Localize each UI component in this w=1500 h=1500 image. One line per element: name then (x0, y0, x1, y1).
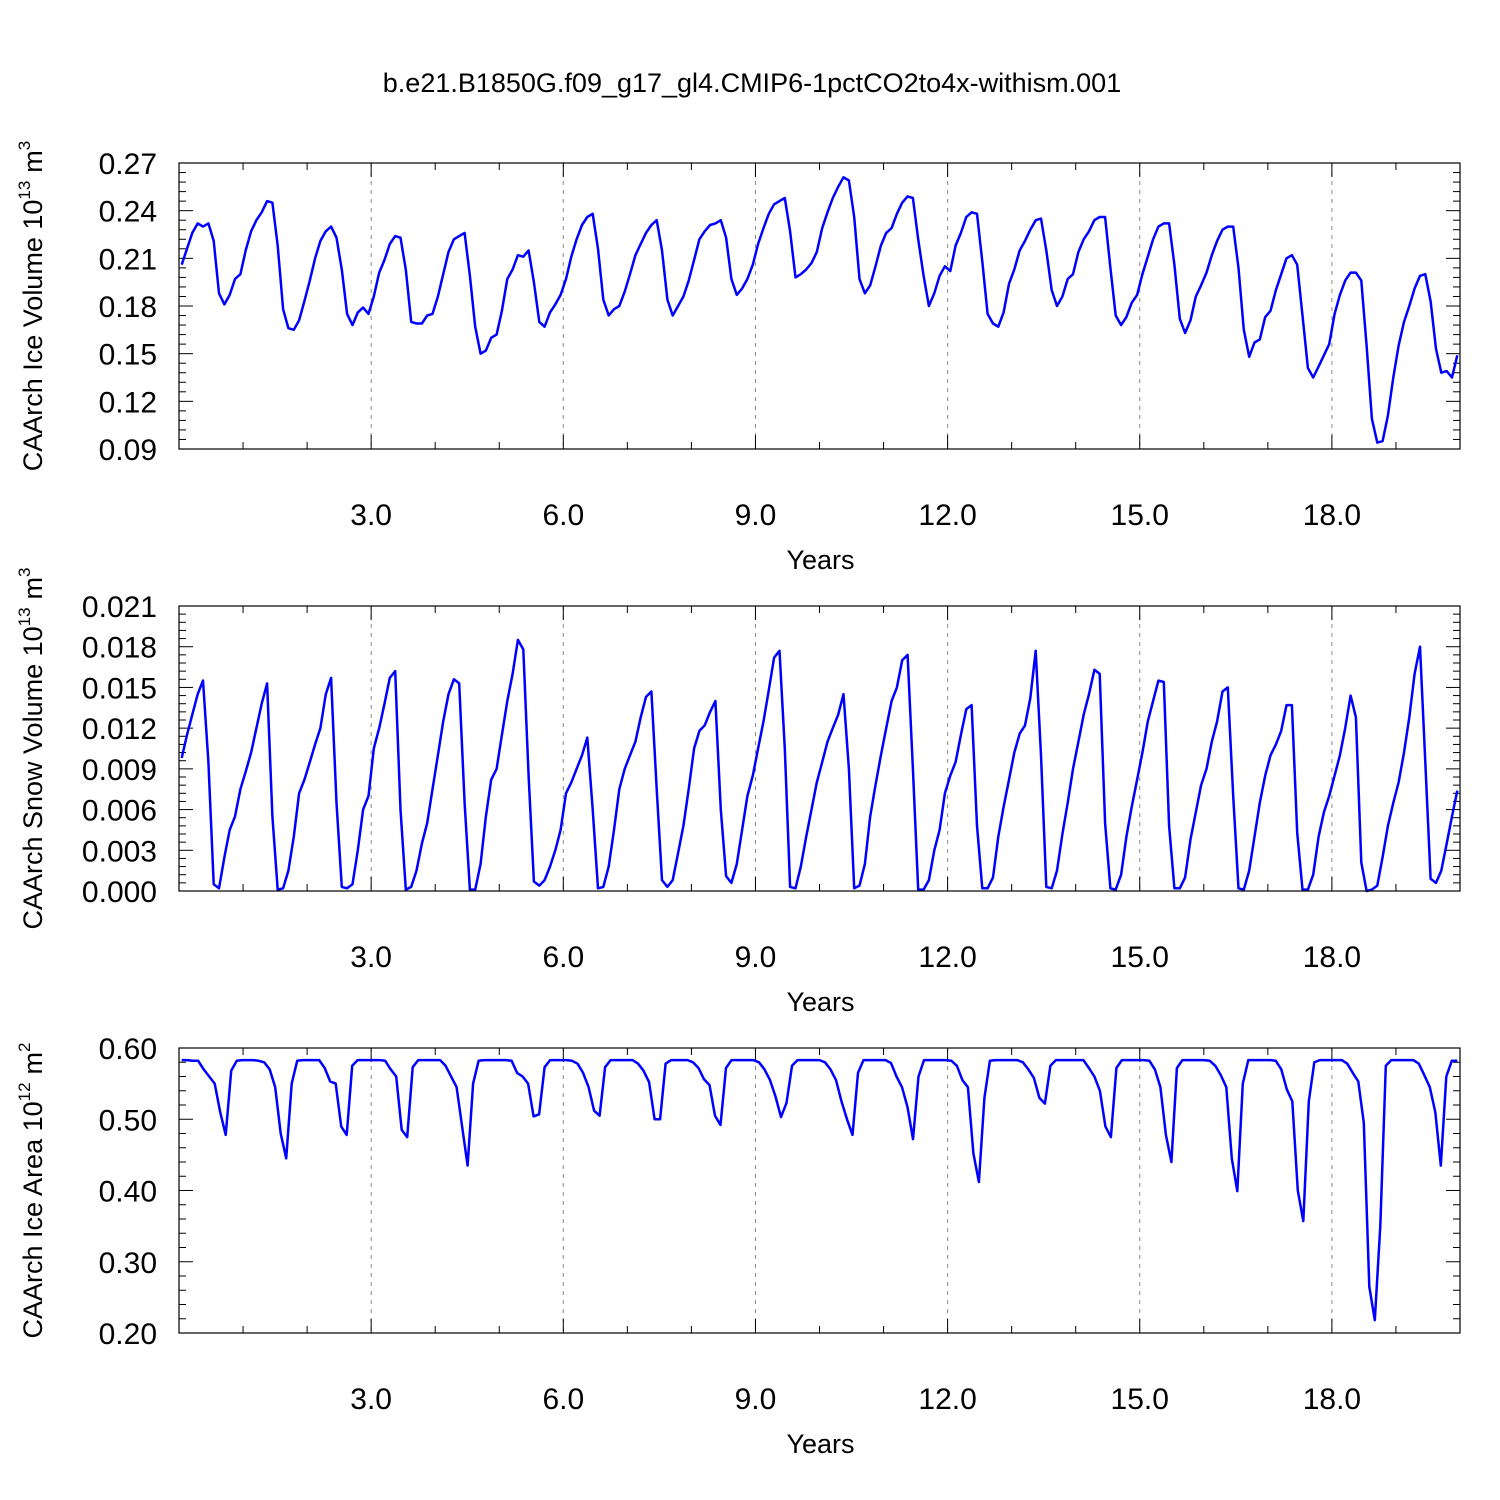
ice-volume-xtick-label: 12.0 (918, 499, 976, 532)
snow-volume-ytick-label: 0.021 (82, 591, 157, 624)
ice-volume-ylabel-exponent: 13 (15, 181, 34, 200)
ice-area-xtick-label: 3.0 (350, 1383, 392, 1416)
ice-area-ytick-label: 0.20 (99, 1318, 157, 1351)
snow-volume-ytick-label: 0.018 (82, 632, 157, 665)
ice-area-xtick-label: 12.0 (918, 1383, 976, 1416)
ice-volume-ylabel-unit: m (18, 150, 48, 173)
snow-volume-xtick-label: 15.0 (1111, 941, 1169, 974)
ice-volume-ytick-label: 0.15 (99, 339, 157, 372)
snow-volume-ylabel-unit-exponent: 3 (15, 567, 34, 576)
ice-volume-xtick-label: 6.0 (542, 499, 584, 532)
snow-volume-plot-frame (178, 605, 1461, 892)
ice-area-xlabel: Years (786, 1429, 854, 1459)
ice-volume-series-line-0 (180, 176, 1459, 444)
ice-volume-ylabel: CAArch Ice Volume 1013 m3 (15, 141, 48, 472)
ice-area-ytick-label: 0.40 (99, 1176, 157, 1209)
ice-volume-xtick-label: 3.0 (350, 499, 392, 532)
ice-volume-ylabel-text: CAArch Ice Volume 10 (18, 200, 48, 472)
ice-volume-ytick-label: 0.21 (99, 243, 157, 276)
ice-area-panel: 0.20 0.30 0.40 0.50 0.60 3.0 6.0 9.0 12.0 15.0 18.… (15, 1033, 1461, 1459)
ice-area-ylabel-unit-exponent: 2 (15, 1042, 34, 1051)
ice-volume-ylabel-unit-exponent: 3 (15, 141, 34, 150)
snow-volume-ylabel-exponent: 13 (15, 607, 34, 626)
snow-volume-ytick-label: 0.012 (82, 713, 157, 746)
snow-volume-ytick-label: 0.015 (82, 672, 157, 705)
snow-volume-xtick-label: 12.0 (918, 941, 976, 974)
ice-volume-ytick-label: 0.27 (99, 148, 157, 181)
ice-area-ytick-label: 0.50 (99, 1104, 157, 1137)
snow-volume-series-line-0 (180, 638, 1459, 893)
ice-volume-xlabel: Years (786, 545, 854, 575)
ice-area-ylabel: CAArch Ice Area 1012 m2 (15, 1042, 48, 1338)
snow-volume-ytick-label: 0.006 (82, 795, 157, 828)
snow-volume-xtick-label: 18.0 (1303, 941, 1361, 974)
ice-area-ytick-label: 0.60 (99, 1033, 157, 1066)
ice-volume-ytick-label: 0.24 (99, 196, 157, 229)
figure-title: b.e21.B1850G.f09_g17_gl4.CMIP6-1pctCO2to… (383, 68, 1121, 98)
ice-volume-xtick-label: 15.0 (1111, 499, 1169, 532)
ice-volume-panel: 0.09 0.12 0.15 0.18 0.21 0.24 0.27 3.0 6.0 9.0 12.… (15, 141, 1461, 575)
ice-area-ytick-label: 0.30 (99, 1247, 157, 1280)
ice-volume-xtick-label: 9.0 (735, 499, 777, 532)
ice-area-series-line-0 (181, 1058, 1458, 1322)
ice-volume-ytick-label: 0.12 (99, 386, 157, 419)
snow-volume-ylabel-text: CAArch Snow Volume 10 (18, 626, 48, 929)
snow-volume-ylabel-unit: m (18, 577, 48, 600)
snow-volume-ytick-label: 0.003 (82, 835, 157, 868)
snow-volume-xtick-label: 3.0 (350, 941, 392, 974)
snow-volume-xtick-label: 9.0 (735, 941, 777, 974)
ice-area-xtick-label: 6.0 (542, 1383, 584, 1416)
ice-area-plot-frame (178, 1047, 1461, 1334)
ice-area-ylabel-unit: m (18, 1052, 48, 1075)
ice-area-xtick-label: 15.0 (1111, 1383, 1169, 1416)
ice-area-ylabel-exponent: 12 (15, 1082, 34, 1101)
ice-area-xtick-label: 9.0 (735, 1383, 777, 1416)
ice-area-ylabel-text: CAArch Ice Area 10 (18, 1101, 48, 1338)
ice-area-xtick-label: 18.0 (1303, 1383, 1361, 1416)
ice-volume-plot-frame (178, 162, 1461, 450)
snow-volume-xlabel: Years (786, 987, 854, 1017)
ice-volume-ytick-label: 0.18 (99, 291, 157, 324)
snow-volume-ytick-label: 0.000 (82, 876, 157, 909)
snow-volume-ylabel: CAArch Snow Volume 1013 m3 (15, 567, 48, 929)
snow-volume-panel: 0.000 0.003 0.006 0.009 0.012 0.015 0.018 0.021… (15, 567, 1461, 1017)
snow-volume-xtick-label: 6.0 (542, 941, 584, 974)
ice-volume-xtick-label: 18.0 (1303, 499, 1361, 532)
ice-volume-ytick-label: 0.09 (99, 434, 157, 467)
snow-volume-ytick-label: 0.009 (82, 754, 157, 787)
